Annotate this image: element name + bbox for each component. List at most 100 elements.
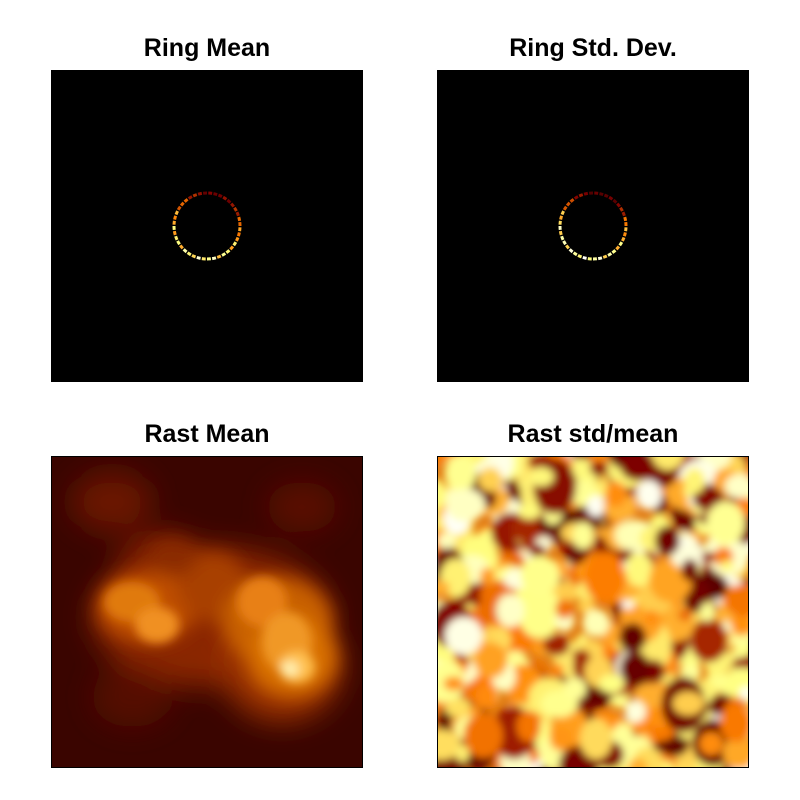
mottle-blob bbox=[636, 480, 662, 510]
mottle-blob bbox=[633, 683, 667, 709]
ring-segment bbox=[196, 255, 201, 260]
mottle-blob bbox=[589, 461, 609, 476]
ring-segment bbox=[615, 245, 621, 251]
mottle-blob bbox=[480, 567, 495, 586]
mottle-blob bbox=[720, 560, 734, 572]
mottle-blob bbox=[533, 458, 577, 515]
ring-segment bbox=[225, 249, 231, 254]
mottle-blob bbox=[445, 488, 486, 522]
mottle-blob bbox=[549, 726, 573, 752]
panel-title: Rast std/mean bbox=[507, 420, 679, 448]
ring-segment bbox=[558, 230, 563, 236]
ring-segment bbox=[191, 254, 197, 259]
ring-segment bbox=[618, 241, 624, 247]
mottle-blob bbox=[605, 481, 627, 507]
mottle-blob bbox=[543, 634, 570, 656]
ring-segment bbox=[183, 198, 189, 203]
ring-segment bbox=[221, 252, 227, 257]
ring-segment bbox=[173, 215, 178, 220]
ring-segment bbox=[619, 206, 624, 212]
mottle-blob bbox=[584, 551, 626, 603]
mottle-blob bbox=[671, 543, 707, 570]
mottle-blob bbox=[478, 467, 503, 492]
ring-segment bbox=[573, 195, 579, 200]
ring-segment bbox=[179, 244, 184, 250]
ring-segment bbox=[187, 195, 193, 200]
mottle-blob bbox=[438, 532, 456, 549]
mottle-blob bbox=[582, 609, 610, 637]
ring-segment bbox=[235, 211, 240, 217]
mottle-blob bbox=[677, 609, 693, 621]
mottle-blob bbox=[438, 729, 461, 761]
ring-segment bbox=[621, 236, 626, 242]
ring-segment bbox=[562, 240, 567, 246]
mottle-blob bbox=[719, 704, 748, 743]
mottle-blob bbox=[528, 467, 554, 487]
ring-segment bbox=[562, 205, 568, 211]
ring-segment bbox=[233, 206, 238, 212]
mottle-blob bbox=[577, 598, 596, 614]
heatmap-image bbox=[438, 71, 748, 381]
ring-segment bbox=[235, 236, 240, 242]
mottle-blob bbox=[724, 474, 748, 499]
ring-segment bbox=[192, 193, 198, 198]
ring-segment bbox=[176, 240, 181, 246]
heatmap-rast-std-over-mean bbox=[437, 456, 749, 768]
panel-title: Ring Mean bbox=[143, 34, 271, 62]
mottle-blob bbox=[624, 700, 646, 723]
mottle-blob bbox=[664, 477, 691, 507]
ring-segment bbox=[217, 193, 223, 198]
mottle-blob bbox=[438, 580, 450, 596]
mottle-blob bbox=[731, 612, 748, 637]
mottle-blob bbox=[681, 559, 699, 582]
panel-title: Rast Mean bbox=[144, 420, 270, 448]
ring-segment bbox=[608, 195, 614, 201]
mottle-blob bbox=[444, 616, 483, 655]
ring-segment bbox=[237, 216, 242, 222]
mottle-blob bbox=[618, 725, 632, 741]
mottle-blob bbox=[438, 659, 440, 667]
mottle-blob bbox=[706, 501, 745, 546]
mottle-blob bbox=[689, 618, 728, 663]
mottle-blob bbox=[516, 710, 541, 742]
ring-segment bbox=[602, 254, 608, 259]
mottle-blob bbox=[438, 457, 444, 467]
ring-segment bbox=[174, 210, 179, 216]
ring-segment bbox=[182, 248, 188, 254]
mottle-blob bbox=[555, 599, 574, 619]
ring-segment bbox=[211, 256, 217, 261]
mottle-blob bbox=[551, 582, 578, 604]
heatmap-image bbox=[52, 457, 362, 767]
ring-segment bbox=[583, 191, 589, 196]
mottle-blob bbox=[473, 600, 497, 627]
mottle-blob bbox=[701, 551, 716, 563]
mottle-blob bbox=[455, 745, 470, 763]
ring-segment bbox=[572, 251, 578, 257]
ring-segment bbox=[172, 230, 177, 236]
mottle-blob bbox=[699, 732, 723, 756]
mottle-blob bbox=[680, 660, 701, 682]
ring-segment bbox=[230, 202, 235, 208]
mottle-blob bbox=[474, 642, 508, 679]
ring-segment bbox=[607, 252, 613, 257]
mottle-blob bbox=[551, 663, 564, 677]
mottle-blob bbox=[739, 686, 748, 700]
mottle-blob bbox=[438, 479, 447, 510]
ring-segment bbox=[616, 202, 621, 208]
ring-segment bbox=[597, 256, 603, 261]
ring-segment bbox=[565, 201, 571, 207]
ring-segment bbox=[582, 255, 587, 260]
mottle-blob bbox=[619, 623, 647, 653]
ring-segment bbox=[226, 198, 232, 204]
mottle-blob bbox=[444, 697, 471, 718]
mottle-blob bbox=[586, 495, 606, 517]
mottle-blob bbox=[700, 602, 715, 622]
ring-segment bbox=[176, 205, 182, 211]
mottle-blob bbox=[481, 529, 494, 543]
ring-segment bbox=[216, 254, 222, 259]
heatmap-ring-mean bbox=[51, 70, 363, 382]
mottle-blob bbox=[518, 503, 541, 520]
mottle-blob bbox=[444, 457, 477, 492]
mottle-blob bbox=[520, 555, 560, 595]
mottle-blob bbox=[684, 467, 705, 494]
